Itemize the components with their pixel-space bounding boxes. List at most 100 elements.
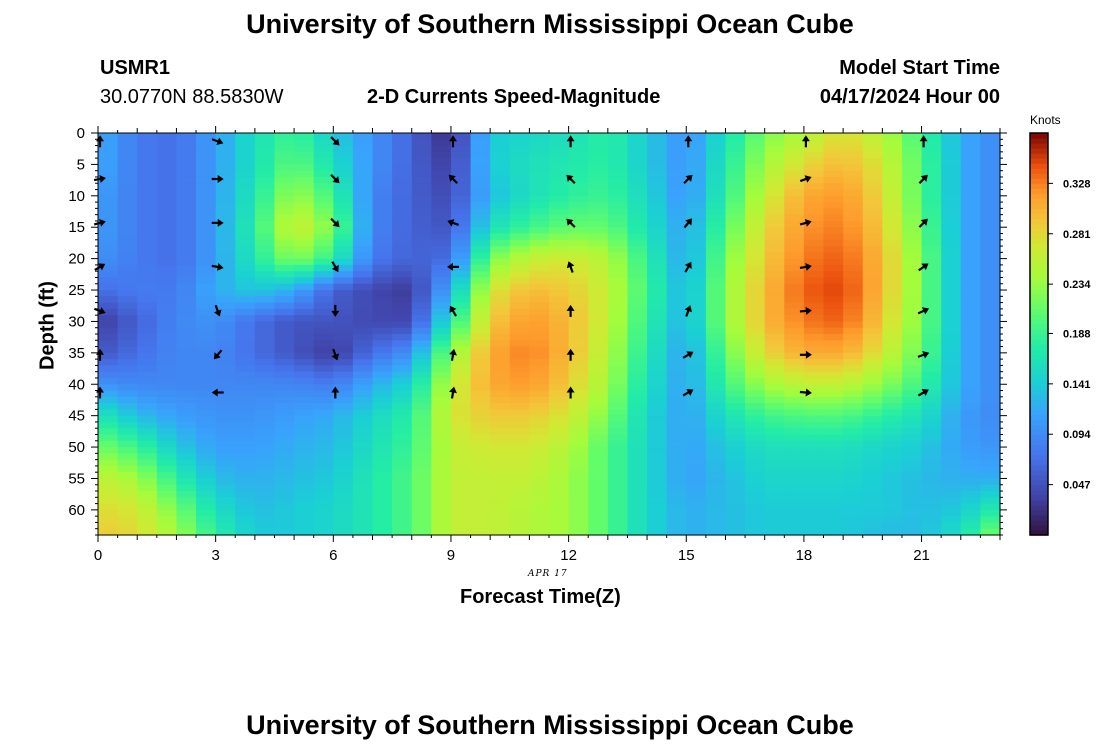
heatmap-cell: [607, 365, 629, 373]
heatmap-cell: [666, 283, 687, 291]
heatmap-cell: [784, 340, 805, 348]
heatmap-cell: [647, 491, 668, 498]
heatmap-cell: [823, 478, 844, 486]
heatmap-cell: [666, 453, 687, 461]
heatmap-cell: [882, 151, 903, 159]
heatmap-cell: [235, 472, 256, 480]
heatmap-cell: [549, 290, 570, 297]
heatmap-cell: [254, 264, 276, 272]
heatmap-cell: [215, 371, 236, 379]
heatmap-cell: [882, 352, 903, 360]
heatmap-cell: [411, 133, 432, 140]
heatmap-cell: [450, 409, 472, 417]
heatmap-cell: [784, 302, 805, 310]
heatmap-cell: [392, 415, 413, 423]
colorbar-segment: [1030, 364, 1048, 370]
x-tick-label: 3: [211, 547, 219, 564]
heatmap-cell: [117, 365, 138, 373]
heatmap-cell: [686, 252, 707, 260]
heatmap-cell: [647, 415, 668, 423]
heatmap-cell: [921, 327, 942, 335]
heatmap-cell: [509, 321, 530, 329]
heatmap-cell: [313, 290, 334, 297]
heatmap-cell: [450, 277, 472, 285]
heatmap-cell: [843, 340, 864, 348]
heatmap-cell: [176, 327, 197, 335]
heatmap-cell: [490, 151, 511, 159]
heatmap-cell: [862, 258, 883, 266]
heatmap-cell: [745, 390, 766, 398]
heatmap-cell: [843, 158, 864, 166]
heatmap-cell: [313, 271, 334, 279]
heatmap-cell: [627, 195, 648, 203]
heatmap-cell: [98, 321, 119, 329]
heatmap-cell: [764, 264, 785, 272]
colorbar-segment: [1030, 514, 1048, 521]
heatmap-cell: [450, 484, 472, 492]
heatmap-cell: [490, 158, 511, 166]
heatmap-cell: [745, 189, 766, 197]
heatmap-cell: [392, 233, 413, 241]
heatmap-cell: [568, 434, 589, 442]
heatmap-cell: [156, 145, 178, 153]
heatmap-cell: [764, 258, 785, 266]
heatmap-cell: [725, 202, 746, 209]
heatmap-cell: [686, 384, 707, 392]
heatmap-cell: [254, 516, 276, 524]
heatmap-cell: [254, 409, 276, 417]
heatmap-cell: [941, 390, 962, 398]
heatmap-cell: [450, 491, 472, 498]
heatmap-cell: [470, 195, 491, 203]
heatmap-cell: [568, 227, 589, 235]
heatmap-cell: [627, 434, 648, 442]
heatmap-cell: [490, 390, 511, 398]
heatmap-cell: [901, 497, 923, 505]
heatmap-cell: [588, 403, 609, 410]
heatmap-cell: [843, 478, 864, 486]
heatmap-cell: [411, 390, 432, 398]
heatmap-cell: [196, 189, 217, 197]
current-arrow: [96, 135, 104, 148]
heatmap-cell: [745, 484, 766, 492]
heatmap-cell: [862, 359, 883, 367]
heatmap-cell: [901, 453, 923, 461]
heatmap-cell: [666, 145, 687, 153]
current-arrow: [683, 218, 693, 229]
heatmap-cell: [941, 321, 962, 329]
heatmap-cell: [784, 290, 805, 297]
heatmap-cell: [137, 453, 158, 461]
heatmap-cell: [784, 246, 805, 253]
heatmap-cell: [352, 528, 374, 536]
heatmap-cell: [156, 472, 178, 480]
heatmap-cell: [196, 516, 217, 524]
heatmap-cell: [490, 327, 511, 335]
heatmap-cell: [549, 516, 570, 524]
heatmap-cell: [490, 352, 511, 360]
heatmap-cell: [196, 371, 217, 379]
heatmap-cell: [686, 516, 707, 524]
heatmap-cell: [156, 503, 178, 511]
heatmap-cell: [274, 283, 295, 291]
heatmap-cell: [254, 340, 276, 348]
heatmap-cell: [509, 233, 530, 241]
heatmap-cell: [705, 453, 727, 461]
heatmap-cell: [470, 233, 491, 241]
heatmap-cell: [960, 176, 981, 184]
heatmap-cell: [411, 208, 432, 216]
heatmap-cell: [352, 440, 374, 448]
heatmap-cell: [960, 359, 981, 367]
heatmap-cell: [725, 271, 746, 279]
heatmap-cell: [960, 170, 981, 178]
heatmap-cell: [529, 327, 550, 335]
colorbar-segment: [1030, 178, 1048, 184]
heatmap-cell: [725, 516, 746, 524]
heatmap-cell: [156, 327, 178, 335]
heatmap-cell: [901, 447, 923, 454]
heatmap-cell: [784, 321, 805, 329]
heatmap-cell: [647, 195, 668, 203]
heatmap-cell: [235, 484, 256, 492]
heatmap-cell: [294, 509, 315, 517]
heatmap-cell: [823, 258, 844, 266]
heatmap-cell: [372, 465, 393, 473]
heatmap-cell: [431, 447, 452, 454]
